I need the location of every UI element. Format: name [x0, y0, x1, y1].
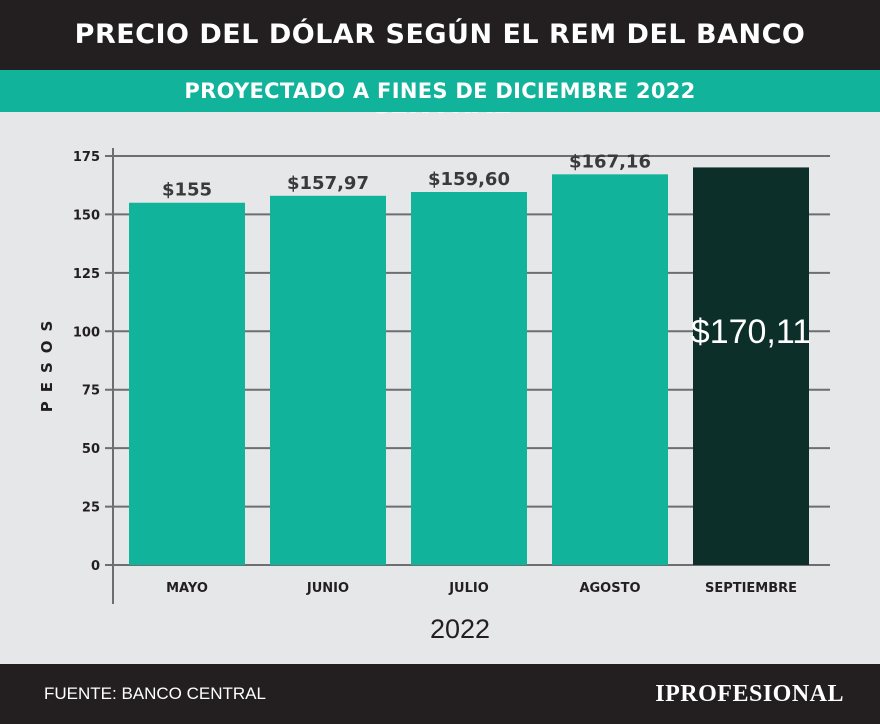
footer-bar [0, 664, 880, 724]
x-tick-label: JUNIO [306, 581, 349, 596]
bar-mayo [129, 202, 245, 565]
value-label: $157,97 [287, 173, 369, 194]
y-tick-label: 150 [73, 208, 100, 223]
y-tick-label: 75 [82, 384, 100, 399]
source-note: FUENTE: BANCO CENTRAL [44, 684, 266, 703]
chart-title: PRECIO DEL DÓLAR SEGÚN EL REM DEL BANCO … [74, 19, 806, 120]
bars [129, 167, 809, 566]
chart-subtitle: PROYECTADO A FINES DE DICIEMBRE 2022 [184, 79, 696, 103]
x-tick-label: MAYO [166, 581, 208, 596]
x-axis-label: 2022 [430, 614, 490, 644]
bar-julio [411, 191, 527, 565]
bar-junio [270, 195, 386, 565]
y-tick-label: 25 [82, 501, 100, 516]
y-axis-label: PESOS [38, 312, 56, 413]
category-labels: MAYO JUNIO JULIO AGOSTO SEPTIEMBRE [166, 581, 797, 596]
value-label: $167,16 [569, 151, 651, 172]
value-label: $155 [162, 180, 212, 201]
y-tick-label: 0 [91, 559, 100, 574]
title-bar [0, 0, 880, 70]
value-labels: $155 $157,97 $159,60 $167,16 $170,11 [162, 151, 811, 351]
value-label: $170,11 [691, 313, 811, 351]
bar-septiembre [693, 167, 809, 565]
y-axis-ticks: 0 25 50 75 100 125 150 175 [73, 150, 100, 574]
subtitle-bar [0, 70, 880, 112]
x-tick-label: AGOSTO [579, 581, 640, 596]
brand-logo: IPROFESIONAL [655, 681, 844, 707]
bar-agosto [552, 174, 668, 566]
x-tick-label: JULIO [448, 581, 489, 596]
y-tick-label: 50 [82, 442, 100, 457]
y-tick-label: 125 [73, 267, 100, 282]
y-tick-label: 100 [73, 325, 100, 340]
value-label: $159,60 [428, 169, 510, 190]
x-tick-label: SEPTIEMBRE [705, 581, 797, 596]
y-tick-label: 175 [73, 150, 100, 165]
